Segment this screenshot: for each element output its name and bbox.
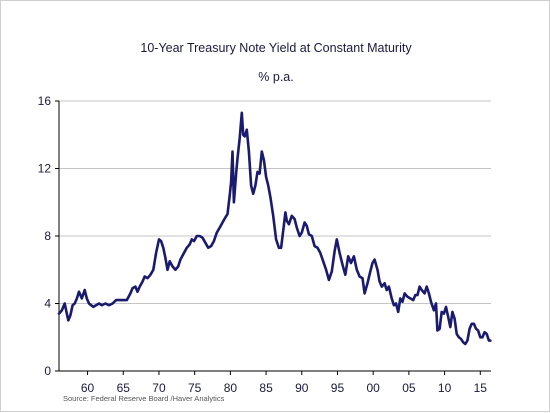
x-tick-label: 70: [152, 381, 166, 395]
y-tick-label: 8: [44, 229, 51, 243]
y-tick-label: 12: [38, 162, 52, 176]
x-tick-label: 80: [224, 381, 238, 395]
y-tick-label: 4: [44, 297, 51, 311]
x-tick-label: 00: [367, 381, 381, 395]
y-tick-label: 0: [44, 364, 51, 378]
x-tick-label: 85: [259, 381, 273, 395]
axes: [55, 100, 491, 375]
chart-source: Source: Federal Reserve Board /Haver Ana…: [63, 394, 225, 403]
chart-subtitle: % p.a.: [258, 70, 293, 84]
x-tick-labels: 60 65 70 75 80 85 90 95 00 05 10 15: [81, 381, 487, 395]
x-tick-label: 10: [438, 381, 452, 395]
x-tick-label: 95: [331, 381, 345, 395]
x-tick-label: 05: [402, 381, 416, 395]
y-tick-label: 16: [38, 94, 52, 108]
series-line-0: [57, 111, 492, 346]
x-tick-label: 75: [188, 381, 202, 395]
x-tick-label: 65: [117, 381, 131, 395]
x-tick-label: 60: [81, 381, 95, 395]
y-tick-labels: 0 4 8 12 16: [38, 94, 52, 378]
x-tick-label: 15: [474, 381, 488, 395]
chart-title: 10-Year Treasury Note Yield at Constant …: [140, 41, 412, 55]
series-layer: [57, 111, 492, 346]
x-tick-label: 90: [295, 381, 309, 395]
